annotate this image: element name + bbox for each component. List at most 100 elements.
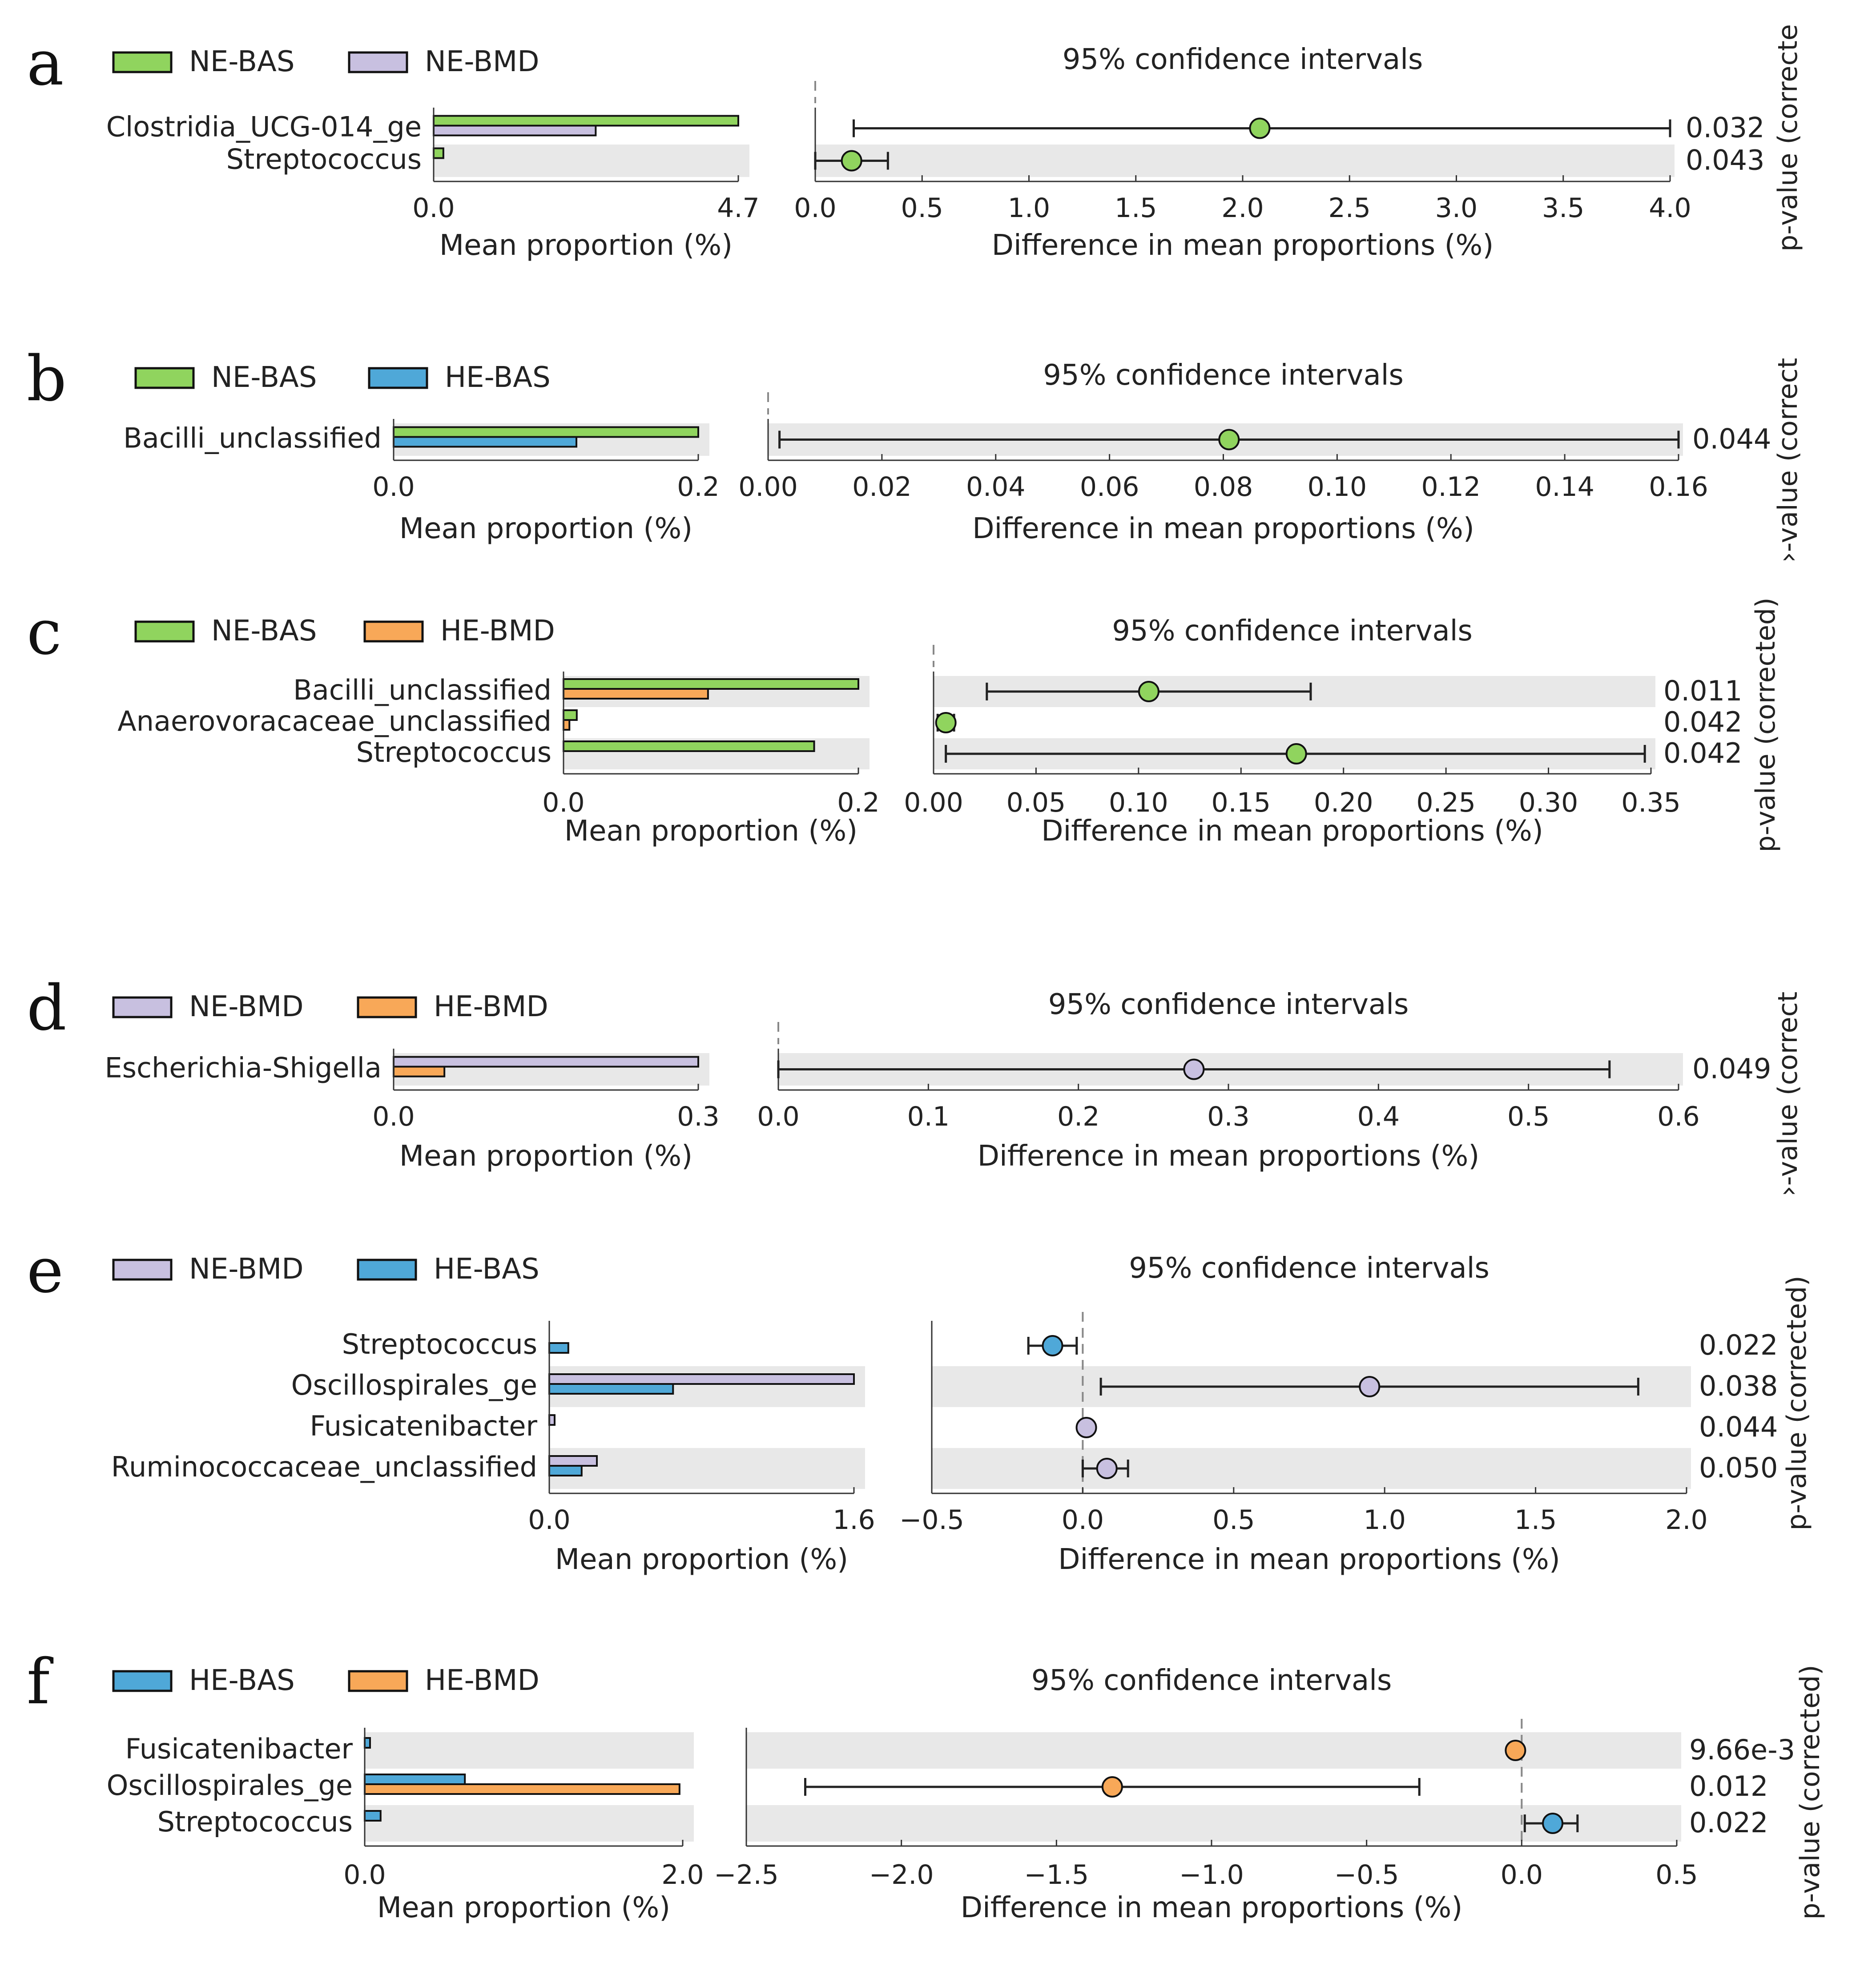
ci-tick-label: 0.00 xyxy=(904,787,963,818)
ci-title: 95% confidence intervals xyxy=(1043,359,1404,392)
ci-tick-label: 0.15 xyxy=(1211,787,1271,818)
ci-tick-label: 1.5 xyxy=(1115,193,1157,224)
p-value: 0.049 xyxy=(1692,1053,1771,1085)
p-value: 0.044 xyxy=(1692,423,1771,455)
ci-tick-label: 0.30 xyxy=(1519,787,1578,818)
ci-tick-label: 0.16 xyxy=(1649,471,1708,503)
p-value: 9.66e-3 xyxy=(1689,1734,1795,1766)
panel-letter: e xyxy=(27,1235,64,1307)
category-label: Oscillospirales_ge xyxy=(291,1369,537,1401)
ci-x-axis-label: Difference in mean proportions (%) xyxy=(1041,815,1543,848)
category-label: Streptococcus xyxy=(342,1328,537,1360)
p-value: 0.042 xyxy=(1663,706,1743,738)
bar-row-shade xyxy=(549,1448,865,1489)
panel-a: a NE-BAS NE-BMD 95% confidence intervals Clo… xyxy=(27,24,1804,262)
bar-ne-bas xyxy=(563,740,815,752)
panel-c: c NE-BAS HE-BMD 95% confidence intervals Bac… xyxy=(27,596,1781,853)
bar-tick-label: 0.3 xyxy=(677,1101,719,1132)
category-label: Streptococcus xyxy=(157,1806,353,1838)
bar-tick-label: 0.0 xyxy=(542,787,584,818)
ci-point xyxy=(1042,1335,1063,1356)
bar-he-bas xyxy=(364,1737,371,1749)
ci-x-axis-label: Difference in mean proportions (%) xyxy=(978,1140,1480,1173)
bar-x-axis-label: Mean proportion (%) xyxy=(555,1543,848,1576)
bar-tick-label: 0.2 xyxy=(677,471,719,503)
ci-point xyxy=(1075,1417,1097,1438)
ci-point xyxy=(1359,1376,1381,1397)
bar-he-bmd xyxy=(393,1066,446,1078)
bar-ne-bmd xyxy=(433,125,597,137)
bar-ne-bmd xyxy=(393,1056,699,1068)
category-label: Escherichia-Shigella xyxy=(105,1052,382,1084)
ci-tick-label: 0.5 xyxy=(901,193,943,224)
bar-x-axis-label: Mean proportion (%) xyxy=(564,815,857,848)
legend-label-ne-bmd: NE-BMD xyxy=(189,990,304,1023)
bar-row-shade xyxy=(365,1732,694,1769)
panel-f: f HE-BAS HE-BMD 95% confidence intervals Fus… xyxy=(27,1646,1826,1924)
ci-tick-label: 0.1 xyxy=(907,1101,950,1132)
ci-tick-label: 0.2 xyxy=(1057,1101,1099,1132)
bar-tick-label: 2.0 xyxy=(661,1859,704,1891)
ci-point xyxy=(1505,1740,1526,1761)
ci-point xyxy=(1249,117,1271,139)
ci-tick-label: −0.5 xyxy=(899,1504,964,1536)
ci-tick-label: 0.10 xyxy=(1308,471,1367,503)
panel-b: b NE-BAS HE-BAS 95% confidence intervals Bac… xyxy=(27,343,1804,563)
ci-tick-label: −1.0 xyxy=(1179,1859,1244,1891)
legend-label-ne-bas: NE-BAS xyxy=(189,45,294,78)
p-value: 0.011 xyxy=(1663,675,1743,707)
p-value-axis-label: ›-value (correct xyxy=(1772,358,1804,563)
ci-tick-label: 0.00 xyxy=(738,471,798,503)
bar-he-bas xyxy=(548,1383,674,1395)
bar-he-bas xyxy=(548,1342,569,1354)
bar-tick-label: 0.0 xyxy=(412,193,455,224)
bar-he-bas xyxy=(364,1774,466,1785)
ci-tick-label: −2.5 xyxy=(714,1859,779,1891)
p-value-axis-label: ›-value (correct xyxy=(1772,992,1804,1197)
bar-ne-bmd xyxy=(548,1455,598,1467)
ci-tick-label: 1.0 xyxy=(1363,1504,1405,1536)
category-label: Bacilli_unclassified xyxy=(123,422,382,455)
bar-he-bmd xyxy=(563,688,709,700)
ci-tick-label: 0.35 xyxy=(1621,787,1681,818)
bar-ne-bas xyxy=(433,147,444,159)
bar-he-bmd xyxy=(563,719,571,731)
panel-d: d NE-BMD HE-BMD 95% confidence intervals Esc… xyxy=(27,972,1804,1196)
ci-point xyxy=(1101,1776,1123,1798)
ci-row-shade xyxy=(932,1448,1691,1489)
legend-swatch-ne-bas xyxy=(112,51,173,73)
panel-letter: a xyxy=(27,27,64,100)
legend-swatch-he-bmd xyxy=(363,620,424,643)
ci-point xyxy=(1218,429,1240,451)
p-value: 0.044 xyxy=(1699,1411,1778,1443)
ci-tick-label: 0.4 xyxy=(1357,1101,1400,1132)
bar-he-bas xyxy=(364,1810,382,1822)
bar-tick-label: 0.0 xyxy=(372,471,415,503)
category-label: Anaerovoracaceae_unclassified xyxy=(117,705,552,737)
bar-he-bmd xyxy=(364,1783,680,1795)
p-value-axis-label: p-value (correcte xyxy=(1772,24,1804,252)
panel-letter: f xyxy=(27,1646,54,1718)
bar-he-bas xyxy=(393,436,577,448)
ci-tick-label: 0.3 xyxy=(1207,1101,1249,1132)
legend-swatch-he-bas xyxy=(368,367,428,389)
p-value: 0.043 xyxy=(1686,144,1765,177)
legend-swatch-ne-bas xyxy=(134,620,195,643)
ci-tick-label: 0.02 xyxy=(852,471,912,503)
p-value: 0.038 xyxy=(1699,1370,1778,1402)
category-label: Ruminococcaceae_unclassified xyxy=(111,1451,537,1483)
category-label: Bacilli_unclassified xyxy=(293,674,552,706)
bar-row-shade xyxy=(365,1805,694,1842)
ci-title: 95% confidence intervals xyxy=(1129,1252,1490,1285)
ci-tick-label: 1.0 xyxy=(1008,193,1050,224)
ci-tick-label: 2.0 xyxy=(1665,1504,1707,1536)
ci-point xyxy=(841,150,862,172)
category-label: Oscillospirales_ge xyxy=(107,1769,353,1802)
category-label: Streptococcus xyxy=(356,736,552,768)
ci-tick-label: 0.0 xyxy=(1501,1859,1543,1891)
legend-swatch-he-bas xyxy=(357,1259,417,1281)
p-value: 0.012 xyxy=(1689,1770,1768,1802)
ci-title: 95% confidence intervals xyxy=(1063,43,1423,76)
ci-x-axis-label: Difference in mean proportions (%) xyxy=(961,1891,1463,1924)
ci-x-axis-label: Difference in mean proportions (%) xyxy=(972,512,1474,545)
